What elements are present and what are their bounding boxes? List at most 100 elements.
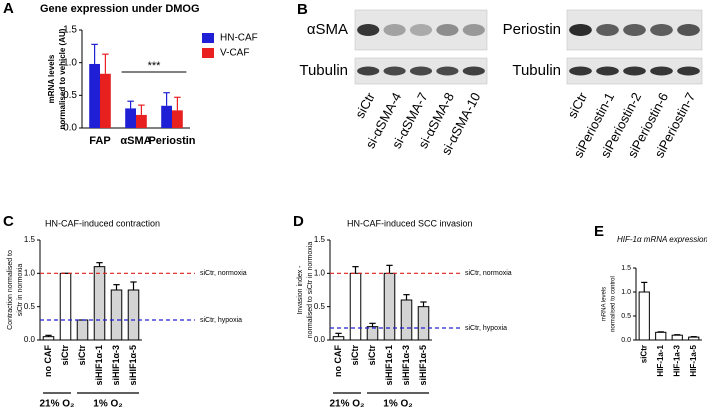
y-axis-label: siCtr in normoxia	[17, 264, 24, 317]
blot-row-label: αSMA	[307, 21, 348, 38]
y-tick-label: 0.0	[621, 337, 631, 344]
legend-swatch	[202, 48, 214, 58]
bar	[100, 73, 111, 128]
blot-band	[596, 24, 619, 36]
y-tick-label: 1.5	[621, 265, 631, 272]
blot-band	[436, 24, 459, 36]
x-tick-label: αSMA	[120, 135, 151, 147]
x-tick-label: siHIF1α-3	[401, 345, 411, 386]
y-tick-label: 1.0	[63, 57, 77, 68]
blot-band	[623, 24, 646, 36]
bar	[383, 272, 396, 341]
bar	[161, 105, 172, 128]
x-tick-label: siCtr	[367, 345, 377, 366]
blot-band	[650, 66, 673, 76]
blot-band	[569, 24, 592, 36]
x-tick-label: siHIF1α-1	[94, 345, 104, 386]
x-tick-label: siCtr	[77, 345, 87, 366]
y-tick-label: 0.0	[314, 335, 326, 344]
bar	[417, 306, 430, 341]
reference-label: siCtr, hypoxia	[200, 317, 242, 324]
chart-title: HN-CAF-induced SCC invasion	[347, 218, 473, 228]
x-tick-label: no CAF	[43, 345, 53, 377]
chart-title: HN-CAF-induced contraction	[45, 218, 160, 228]
blot-band	[623, 66, 646, 76]
legend-label: V-CAF	[220, 48, 249, 59]
bar	[688, 336, 700, 341]
blot-band	[462, 66, 485, 76]
x-tick-label: siCtr	[60, 345, 70, 366]
y-axis-label: normalised to vehicle (AU)	[58, 28, 67, 129]
significance-label: ***	[148, 60, 162, 72]
y-tick-label: 0.5	[314, 302, 326, 311]
bar	[366, 326, 379, 341]
blot-row-label: Tubulin	[299, 62, 348, 79]
blot-band	[409, 66, 433, 76]
bar	[172, 110, 183, 128]
y-axis-label: mRNA levels	[602, 287, 608, 321]
bar	[93, 266, 106, 341]
bar	[125, 108, 136, 128]
panel-letter: A	[3, 0, 14, 17]
y-tick-label: 1.5	[24, 235, 36, 244]
y-tick-label: 1.5	[63, 25, 77, 36]
x-tick-label: siHIF1α-5	[128, 345, 138, 386]
blot-band	[436, 66, 459, 76]
y-tick-label: 0.5	[63, 90, 77, 101]
blot-band	[569, 66, 592, 76]
group-label: 1% O₂	[383, 399, 412, 410]
lane-label: siCtr	[564, 89, 590, 120]
x-tick-label: FAP	[89, 135, 110, 147]
bar	[349, 272, 362, 341]
bar	[136, 114, 147, 128]
group-label: 21% O₂	[329, 399, 364, 410]
bar	[127, 289, 140, 341]
panel-letter: C	[3, 213, 14, 230]
bar	[638, 291, 650, 341]
blot-band	[383, 24, 406, 36]
lane-label: siCtr	[352, 89, 378, 120]
x-tick-label: siCtr	[350, 345, 360, 366]
x-tick-label: siHIF1α-5	[418, 345, 428, 386]
legend-swatch	[202, 33, 214, 43]
y-tick-label: 0.0	[24, 335, 36, 344]
x-tick-label: Periostin	[148, 135, 195, 147]
y-axis-label: mRNA levels	[47, 54, 56, 103]
x-tick-label: siCtr	[639, 345, 648, 363]
reference-label: siCtr, hypoxia	[465, 325, 507, 332]
x-tick-label: siHIF1α-1	[384, 345, 394, 386]
bar	[332, 336, 345, 341]
bar	[42, 336, 55, 341]
reference-label: siCtr, normoxia	[465, 270, 512, 277]
blot-band	[677, 66, 700, 76]
bar	[655, 331, 667, 341]
chart-title: Gene expression under DMOG	[40, 3, 200, 15]
blot-band	[596, 66, 619, 76]
blot-band	[383, 66, 406, 76]
blot-band	[409, 24, 433, 36]
y-axis-label: normalised to siCtr in normoxia	[307, 242, 314, 339]
group-label: 1% O₂	[93, 399, 122, 410]
bar	[110, 289, 123, 341]
blot-band	[357, 24, 380, 36]
blot-row-label: Tubulin	[512, 62, 561, 79]
bar	[671, 334, 683, 341]
blot-band	[357, 66, 380, 76]
group-label: 21% O₂	[39, 399, 74, 410]
bar	[400, 299, 413, 341]
x-tick-label: no CAF	[333, 345, 343, 377]
bar	[76, 319, 89, 341]
y-tick-label: 1.0	[24, 268, 36, 277]
x-tick-label: siHIF1α-3	[111, 345, 121, 386]
y-axis-label: Contraction normalised to	[7, 250, 14, 330]
panel-letter: D	[293, 213, 304, 230]
y-tick-label: 1.5	[314, 235, 326, 244]
y-tick-label: 1.0	[621, 289, 631, 296]
blot-row-label: Periostin	[503, 21, 561, 38]
reference-label: siCtr, normoxia	[200, 270, 247, 277]
panel-letter: E	[594, 223, 604, 240]
legend-label: HN-CAF	[220, 33, 258, 44]
y-tick-label: 0.0	[63, 123, 77, 134]
y-axis-label: Invasion index -	[297, 265, 304, 315]
